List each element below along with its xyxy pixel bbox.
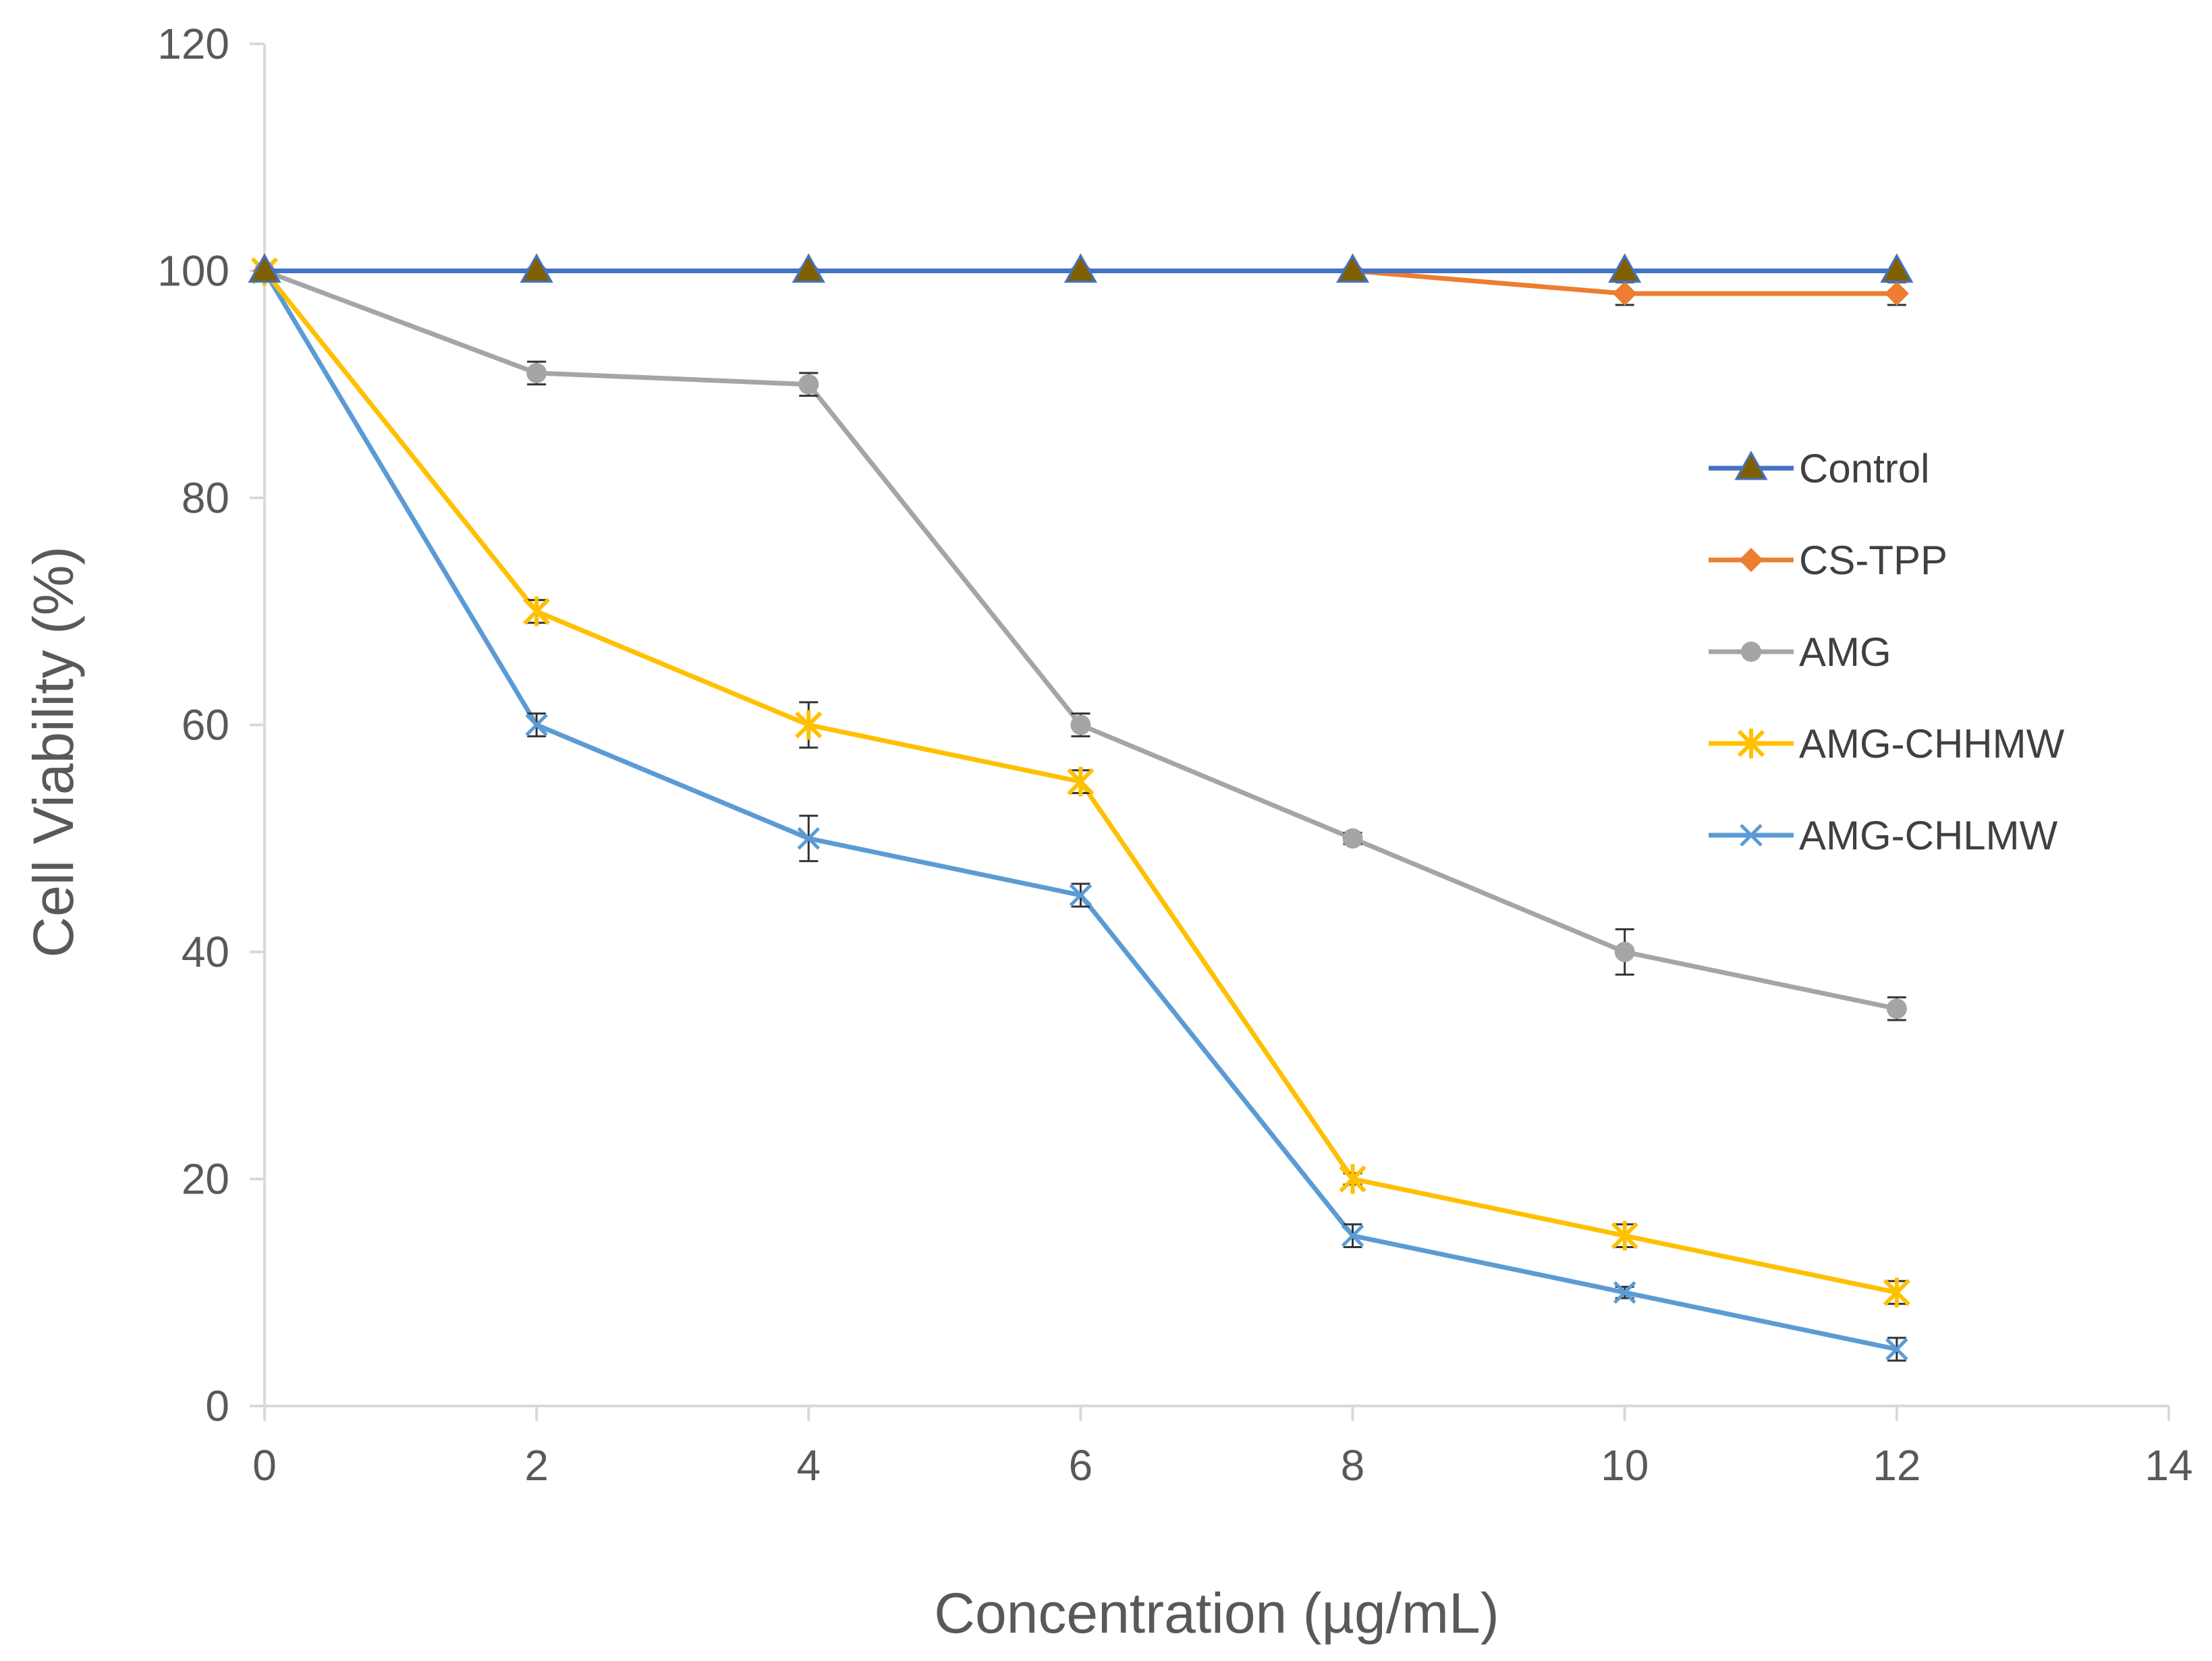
data-point-control [520, 253, 553, 283]
legend-label-cs-tpp: CS-TPP [1799, 538, 1947, 583]
data-point-amg-chhmw [1339, 1164, 1366, 1194]
series-amg-chhmw [250, 256, 1910, 1307]
data-point-amg-chhmw [523, 596, 551, 627]
legend-marker-amg-chhmw [1737, 729, 1765, 758]
y-axis-ticks: 0 20 40 60 80 100 120 [157, 20, 265, 1430]
data-point-amg-chhmw [1067, 766, 1095, 797]
data-point-control [248, 253, 281, 283]
legend-label-amg-chlmw: AMG-CHLMW [1799, 813, 2058, 858]
y-tick-label: 120 [157, 20, 229, 68]
x-tick-label: 2 [524, 1441, 549, 1490]
data-point-amg [1342, 828, 1363, 849]
x-axis-title: Concentration (µg/mL) [934, 1581, 1499, 1645]
data-point-control [792, 253, 825, 283]
x-tick-label: 8 [1341, 1441, 1365, 1490]
legend-marker-cs-tpp [1739, 548, 1763, 572]
data-point-amg-chlmw [1885, 1338, 1908, 1361]
legend-entry-amg: AMG [1709, 629, 1891, 675]
y-tick-label: 100 [157, 247, 229, 295]
legend-entry-amg-chhmw: AMG-CHHMW [1709, 721, 2065, 766]
x-tick-label: 0 [252, 1441, 277, 1490]
series-layer [248, 253, 1914, 1362]
x-tick-label: 14 [2145, 1441, 2192, 1490]
data-point-amg-chlmw [1341, 1224, 1364, 1247]
data-point-control [1063, 253, 1097, 283]
y-tick-label: 20 [182, 1155, 229, 1204]
legend-label-amg-chhmw: AMG-CHHMW [1799, 721, 2065, 766]
data-point-amg [1070, 714, 1091, 735]
x-tick-label: 12 [1873, 1441, 1920, 1490]
legend-label-amg: AMG [1799, 629, 1891, 675]
series-line-amg-chlmw [262, 269, 1898, 1352]
data-point-control [1336, 253, 1370, 283]
y-axis-title: Cell Viability (%) [22, 546, 85, 958]
legend-marker-amg [1741, 642, 1761, 662]
data-point-amg [798, 374, 819, 395]
x-axis-ticks: 0 2 4 6 8 10 12 14 [252, 1406, 2193, 1490]
legend-marker-amg-chlmw [1740, 824, 1763, 847]
legend: Control CS-TPP AMG AMG-CHHMW AMG-CHLMW [1709, 446, 2065, 858]
data-point-amg-chlmw [1613, 1280, 1636, 1304]
data-point-amg-chlmw [1069, 884, 1093, 907]
data-point-amg-chhmw [1611, 1220, 1638, 1251]
x-tick-label: 10 [1601, 1441, 1649, 1490]
data-point-amg-chlmw [797, 826, 821, 850]
data-point-amg-chhmw [795, 710, 823, 740]
series-amg [254, 260, 1907, 1021]
y-tick-label: 40 [182, 928, 229, 976]
data-point-amg [1886, 998, 1907, 1019]
legend-entry-control: Control [1709, 446, 1929, 491]
y-tick-label: 80 [182, 474, 229, 522]
series-control [248, 253, 1914, 283]
legend-marker-control [1734, 450, 1768, 480]
data-point-control [1608, 253, 1642, 283]
series-amg-chlmw [253, 259, 1908, 1362]
data-point-amg-chhmw [1883, 1277, 1910, 1307]
legend-label-control: Control [1799, 446, 1929, 491]
data-point-cs-tpp [1884, 281, 1909, 306]
y-tick-label: 0 [205, 1382, 229, 1430]
x-tick-label: 6 [1069, 1441, 1093, 1490]
legend-entry-cs-tpp: CS-TPP [1709, 538, 1947, 583]
x-tick-label: 4 [796, 1441, 821, 1490]
data-point-cs-tpp [1612, 281, 1637, 306]
legend-entry-amg-chlmw: AMG-CHLMW [1709, 813, 2058, 858]
data-point-control [1880, 253, 1914, 283]
y-tick-label: 60 [182, 701, 229, 750]
data-point-amg-chlmw [525, 713, 548, 737]
data-point-amg [1614, 942, 1635, 962]
data-point-amg [526, 362, 547, 383]
